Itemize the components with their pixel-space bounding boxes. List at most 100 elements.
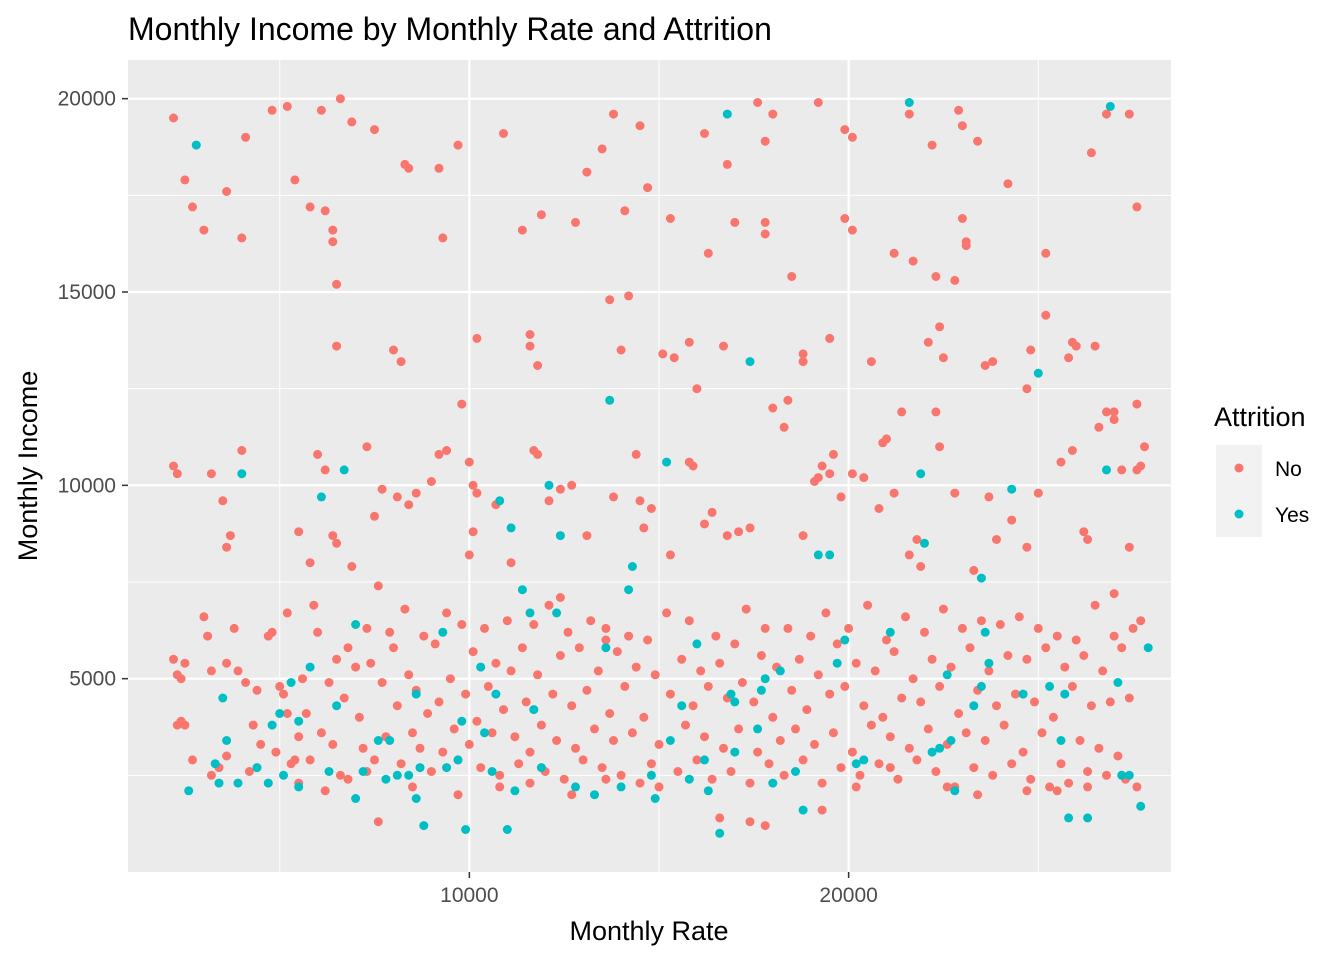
point-no-405 bbox=[992, 701, 1001, 711]
point-yes-31 bbox=[415, 763, 425, 773]
point-no-120 bbox=[377, 484, 387, 494]
point-no-378 bbox=[889, 647, 899, 657]
point-no-183 bbox=[1056, 457, 1066, 467]
point-no-278 bbox=[502, 616, 512, 626]
point-no-119 bbox=[370, 511, 379, 521]
legend: Attrition No Yes bbox=[1214, 402, 1309, 537]
point-no-453 bbox=[525, 778, 535, 788]
point-yes-81 bbox=[798, 805, 808, 815]
point-yes-61 bbox=[650, 794, 660, 803]
point-no-75 bbox=[927, 140, 937, 150]
point-yes-43 bbox=[502, 825, 512, 834]
point-yes-77 bbox=[760, 674, 770, 684]
point-no-434 bbox=[1102, 770, 1111, 780]
point-yes-40 bbox=[487, 767, 497, 776]
point-yes-110 bbox=[1102, 465, 1111, 475]
point-yes-9 bbox=[263, 778, 273, 788]
point-no-148 bbox=[665, 550, 675, 560]
point-no-169 bbox=[882, 434, 891, 444]
point-yes-78 bbox=[768, 778, 778, 788]
point-no-444 bbox=[206, 770, 216, 780]
point-no-140 bbox=[555, 593, 565, 602]
point-no-451 bbox=[453, 790, 463, 800]
point-no-78 bbox=[938, 353, 948, 363]
point-no-231 bbox=[324, 678, 334, 687]
point-no-79 bbox=[950, 275, 960, 285]
point-no-200 bbox=[180, 720, 190, 730]
point-yes-88 bbox=[885, 627, 895, 637]
point-no-13 bbox=[328, 225, 338, 235]
point-yes-39 bbox=[480, 728, 489, 738]
point-no-122 bbox=[404, 500, 414, 510]
point-no-80 bbox=[954, 105, 964, 115]
point-no-103 bbox=[1140, 442, 1149, 452]
point-no-323 bbox=[681, 720, 690, 730]
point-no-165 bbox=[847, 469, 857, 479]
point-no-41 bbox=[624, 291, 634, 301]
point-yes-63 bbox=[665, 736, 675, 745]
point-no-295 bbox=[567, 701, 577, 711]
point-no-51 bbox=[719, 341, 728, 351]
point-no-333 bbox=[719, 743, 728, 753]
point-no-53 bbox=[730, 217, 740, 227]
point-no-270 bbox=[472, 716, 482, 726]
point-no-464 bbox=[973, 790, 983, 800]
point-no-114 bbox=[313, 449, 323, 459]
point-no-377 bbox=[885, 732, 895, 742]
point-yes-96 bbox=[950, 786, 960, 796]
point-yes-79 bbox=[775, 666, 785, 676]
point-no-262 bbox=[442, 608, 452, 618]
point-no-228 bbox=[313, 627, 323, 637]
point-no-362 bbox=[828, 728, 838, 738]
point-no-3 bbox=[199, 225, 209, 235]
point-no-345 bbox=[764, 759, 774, 769]
point-no-31 bbox=[525, 341, 535, 351]
point-no-296 bbox=[571, 743, 580, 753]
point-no-322 bbox=[677, 654, 687, 664]
point-no-128 bbox=[464, 457, 474, 467]
point-no-272 bbox=[480, 623, 489, 633]
point-no-157 bbox=[783, 395, 793, 405]
point-no-380 bbox=[897, 693, 907, 703]
point-no-352 bbox=[791, 724, 800, 734]
point-no-175 bbox=[935, 442, 945, 452]
point-no-150 bbox=[688, 461, 698, 471]
y-tick-label-1: 10000 bbox=[58, 474, 116, 497]
point-no-298 bbox=[578, 755, 588, 765]
point-no-111 bbox=[237, 446, 247, 455]
point-yes-97 bbox=[969, 701, 979, 711]
point-no-190 bbox=[1109, 407, 1119, 417]
point-no-132 bbox=[464, 550, 474, 560]
point-no-176 bbox=[950, 488, 960, 498]
point-no-227 bbox=[309, 600, 319, 610]
point-no-223 bbox=[294, 732, 304, 742]
point-no-32 bbox=[533, 361, 543, 370]
point-no-289 bbox=[544, 600, 554, 610]
point-yes-6 bbox=[233, 778, 243, 788]
point-no-366 bbox=[844, 623, 854, 633]
point-no-193 bbox=[1109, 589, 1119, 599]
point-no-143 bbox=[609, 492, 618, 502]
point-no-11 bbox=[316, 105, 326, 115]
point-no-213 bbox=[256, 739, 266, 749]
point-no-303 bbox=[597, 763, 607, 773]
point-no-98 bbox=[1102, 109, 1111, 119]
point-yes-32 bbox=[419, 821, 429, 831]
point-no-14 bbox=[328, 237, 338, 247]
point-no-243 bbox=[370, 755, 379, 765]
point-no-440 bbox=[1124, 693, 1134, 703]
point-no-274 bbox=[487, 728, 497, 738]
point-no-463 bbox=[942, 782, 952, 792]
point-no-263 bbox=[445, 674, 455, 684]
point-no-192 bbox=[1124, 542, 1134, 552]
point-no-156 bbox=[768, 403, 778, 413]
point-no-385 bbox=[916, 697, 926, 707]
point-yes-58 bbox=[624, 585, 634, 595]
point-no-146 bbox=[639, 523, 649, 533]
point-no-462 bbox=[885, 763, 895, 773]
point-no-245 bbox=[377, 678, 387, 687]
point-no-413 bbox=[1022, 654, 1032, 664]
point-no-344 bbox=[760, 623, 770, 633]
point-yes-80 bbox=[791, 767, 800, 776]
point-yes-53 bbox=[571, 782, 580, 792]
